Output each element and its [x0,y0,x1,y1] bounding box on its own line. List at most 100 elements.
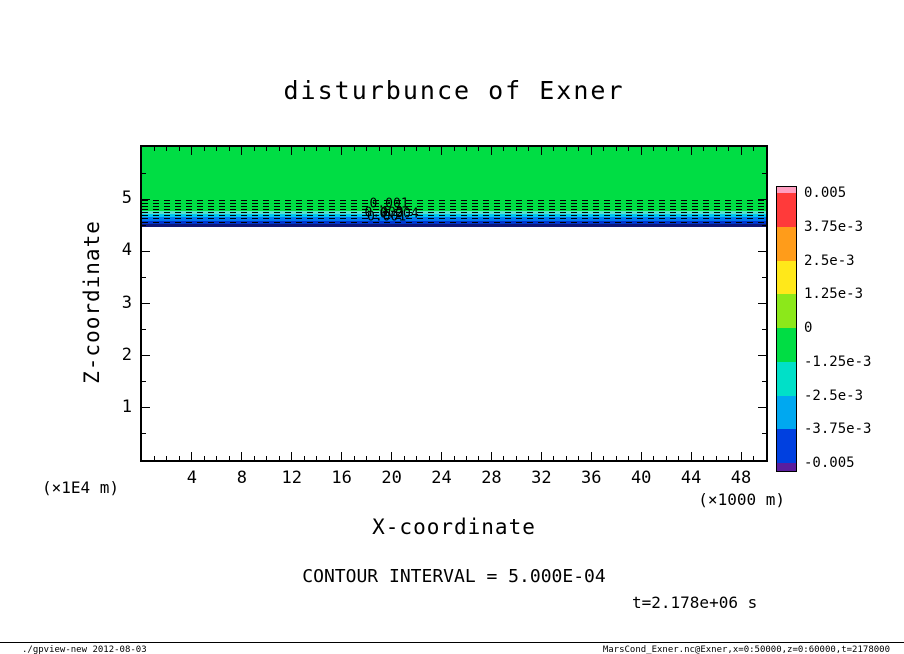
x-tick-top [728,147,730,151]
y-tick-right [758,407,766,409]
colorbar-segment [777,260,796,295]
colorbar-label: 0.005 [804,185,847,201]
x-tick-top [278,147,280,151]
y-tick-right [762,433,766,435]
x-tick-top [366,147,368,151]
y-tick-label: 1 [121,396,132,417]
x-tick-label: 28 [481,468,502,488]
x-tick-top [590,147,592,155]
x-tick-bottom [753,456,755,460]
x-tick-top [241,147,243,155]
x-tick-bottom [565,456,567,460]
x-tick-top [291,147,293,155]
x-tick-bottom [553,456,555,460]
contour-line [142,212,766,214]
contour-label: 0.001 [369,196,409,212]
contour-fill-band [142,147,766,211]
x-tick-bottom [391,452,393,460]
x-tick-bottom [478,456,480,460]
x-tick-top [341,147,343,155]
x-tick-top [503,147,505,151]
y-tick-left [142,198,150,200]
x-tick-top [453,147,455,151]
x-tick-top [640,147,642,155]
x-tick-bottom [453,456,455,460]
x-tick-bottom [690,452,692,460]
y-axis-title: Z-coordinate [80,220,104,384]
time-annotation: t=2.178e+06 s [632,593,758,612]
x-tick-label: 4 [186,468,198,488]
x-axis-title: X-coordinate [372,515,536,539]
x-tick-top [690,147,692,155]
x-tick-top [403,147,405,151]
x-tick-top [753,147,755,151]
x-tick-bottom [578,456,580,460]
contour-label: 0.004 [379,206,419,222]
y-tick-left [142,433,146,435]
x-tick-bottom [678,456,680,460]
colorbar-label: 1.25e-3 [804,286,864,303]
x-tick-bottom [715,456,717,460]
colorbar-segment [777,294,796,328]
contour-line [142,205,766,207]
colorbar-label: -2.5e-3 [804,387,864,404]
x-tick-bottom [203,456,205,460]
x-tick-bottom [341,452,343,460]
contour-interval-note: CONTOUR INTERVAL = 5.000E-04 [302,566,606,587]
x-tick-top [540,147,542,155]
x-tick-bottom [428,456,430,460]
x-tick-label: 36 [581,468,602,488]
x-tick-bottom [703,456,705,460]
y-tick-left [142,224,146,226]
chart-title: disturbunce of Exner [283,76,625,105]
x-tick-bottom [228,456,230,460]
x-tick-label: 24 [431,468,452,488]
x-tick-top [203,147,205,151]
colorbar-label: -3.75e-3 [804,421,872,438]
y-tick-left [142,303,150,304]
x-tick-top [628,147,630,151]
x-tick-bottom [416,456,418,460]
x-tick-top [490,147,492,155]
x-tick-bottom [515,456,517,460]
x-tick-top [528,147,530,151]
y-tick-right [762,224,766,226]
x-axis-unit: (×1000 m) [698,490,785,509]
x-tick-bottom [728,456,730,460]
x-tick-bottom [665,456,667,460]
x-tick-top [565,147,567,151]
colorbar-segment [777,328,796,362]
colorbar-label: -1.25e-3 [804,353,872,370]
x-tick-top [678,147,680,151]
y-tick-right [762,276,766,278]
x-tick-bottom [503,456,505,460]
x-tick-label: 40 [630,468,652,488]
y-tick-left [142,355,150,357]
colorbar-segment [777,187,796,193]
x-tick-label: 44 [680,468,702,488]
contour-line [142,199,766,201]
y-tick-right [758,355,766,357]
colorbar-segment [777,429,796,463]
x-tick-bottom [166,456,168,460]
x-tick-bottom [590,452,592,460]
x-tick-bottom [603,456,605,460]
contour-line [142,221,766,223]
x-tick-bottom [153,456,155,460]
x-tick-top [391,147,393,155]
footer-source: MarsCond_Exner.nc@Exner,x=0:50000,z=0:60… [602,645,890,654]
y-tick-left [142,329,146,331]
x-tick-top [253,147,255,151]
x-tick-top [740,147,742,155]
x-tick-label: 8 [236,468,247,488]
x-tick-top [328,147,330,151]
contour-line [142,218,766,220]
x-tick-top [191,147,193,155]
x-tick-top [166,147,168,151]
x-tick-top [416,147,418,151]
x-tick-bottom [403,456,405,460]
colorbar-segment [777,226,796,261]
y-tick-right [758,198,766,200]
x-tick-bottom [490,452,492,460]
